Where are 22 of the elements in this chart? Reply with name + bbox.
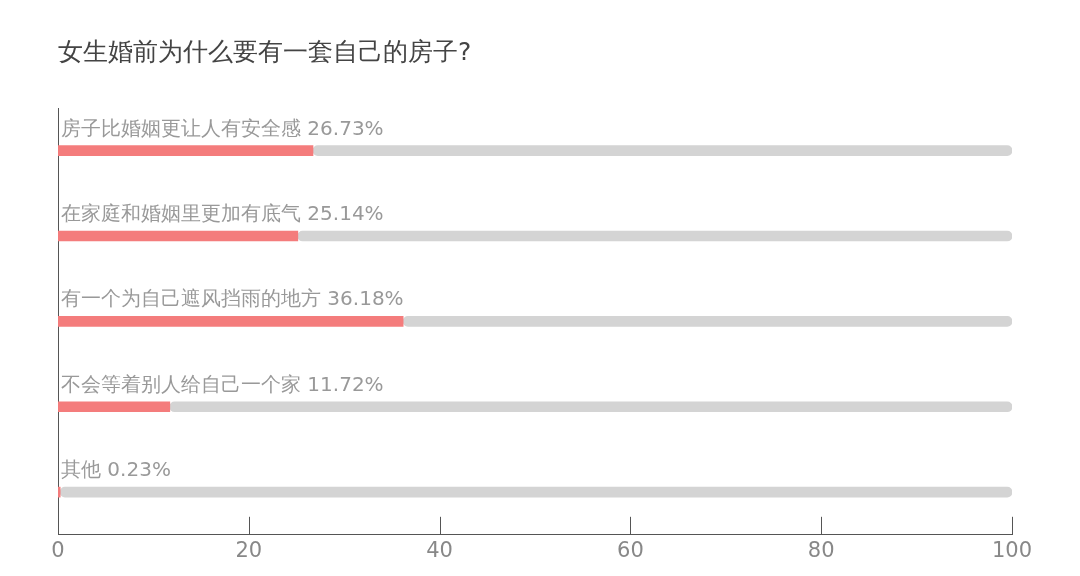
x-tick-label: 60 — [617, 537, 644, 562]
bar — [312, 145, 1012, 157]
category-label: 房子比婚姻更让人有安全感 26.73% — [61, 115, 384, 140]
category-label: 有一个为自己遮风挡雨的地方 36.18% — [61, 286, 404, 311]
bar — [402, 316, 1012, 327]
bar — [58, 316, 404, 327]
category-label: 不会等着别人给自己一个家 11.72% — [61, 371, 384, 396]
x-tick-label: 0 — [51, 537, 65, 562]
bar — [58, 230, 299, 242]
x-tick-label: 80 — [807, 537, 835, 562]
bar — [58, 401, 171, 413]
bar — [58, 486, 61, 498]
bar — [169, 401, 1012, 413]
bar — [59, 486, 1012, 498]
bar — [58, 145, 314, 157]
category-label: 在家庭和婚姻里更加有底气 25.14% — [61, 201, 384, 226]
x-tick-label: 100 — [991, 537, 1033, 562]
bar — [297, 230, 1012, 242]
x-tick-label: 40 — [426, 537, 453, 562]
chart-title: 女生婚前为什么要有一套自己的房子? — [58, 36, 472, 66]
category-label: 其他 0.23% — [61, 457, 171, 482]
x-tick-label: 20 — [235, 537, 263, 562]
